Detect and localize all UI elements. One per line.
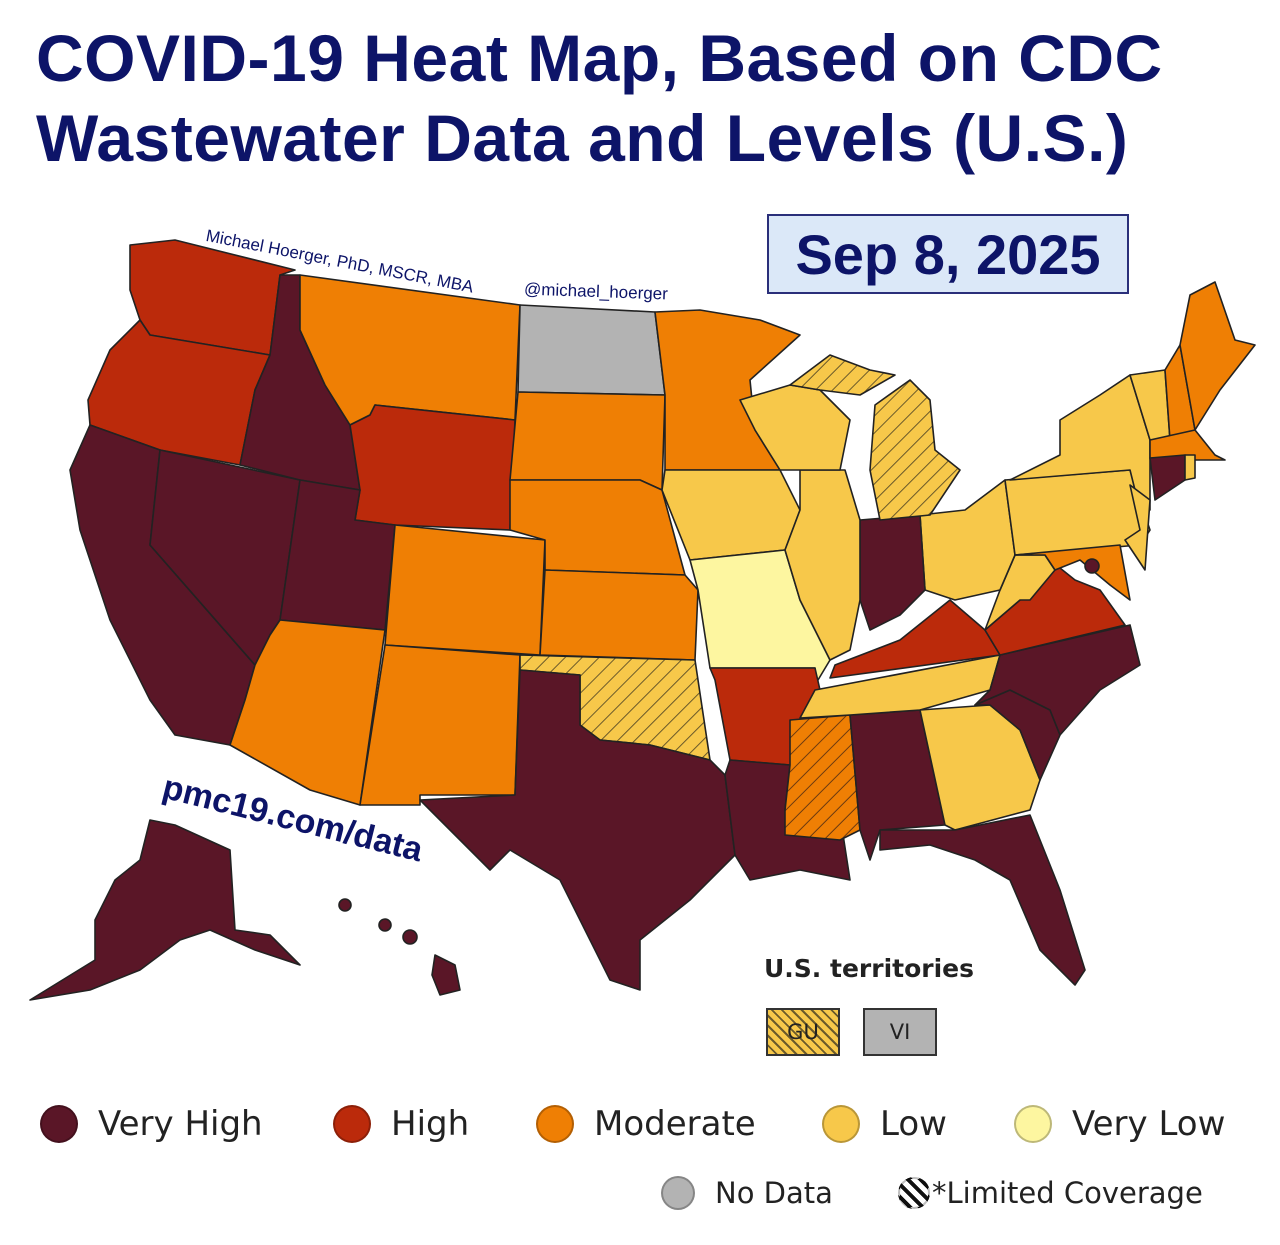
date-badge: Sep 8, 2025: [767, 214, 1129, 294]
legend-high: High: [333, 1104, 469, 1144]
territory-gu: GU: [766, 1008, 840, 1056]
state-oh: [919, 479, 1016, 601]
state-ak: [29, 819, 301, 1001]
title-line-2: Wastewater Data and Levels (U.S.): [36, 101, 1129, 175]
low-swatch-icon: [822, 1105, 860, 1143]
legend-label: Very High: [98, 1104, 263, 1144]
legend-very-low: Very Low: [1014, 1104, 1225, 1144]
hawaii-island: [338, 898, 352, 912]
no-data-swatch-icon: [661, 1176, 695, 1210]
high-swatch-icon: [333, 1105, 371, 1143]
state-mi: [869, 379, 961, 521]
legend-label: Low: [880, 1104, 947, 1144]
state-me: [1179, 281, 1256, 431]
legend-low: Low: [822, 1104, 947, 1144]
hatch-swatch-icon: [898, 1177, 930, 1209]
legend-label: No Data: [715, 1176, 833, 1210]
state-tx: [419, 669, 736, 991]
state-miu: [789, 354, 896, 396]
state-nj: [1124, 484, 1151, 571]
hawaii-island: [402, 929, 418, 945]
legend-no-data: No Data: [661, 1176, 833, 1210]
state-co: [384, 524, 546, 656]
state-ms: [784, 714, 861, 841]
very-high-swatch-icon: [40, 1105, 78, 1143]
legend-moderate: Moderate: [536, 1104, 756, 1144]
state-ks: [539, 569, 699, 661]
legend-very-high: Very High: [40, 1104, 263, 1144]
hawaii-island: [378, 918, 392, 932]
state-az: [229, 619, 386, 806]
state-sd: [509, 391, 666, 491]
legend-label: Very Low: [1072, 1104, 1226, 1144]
moderate-swatch-icon: [536, 1105, 574, 1143]
legend-label: Moderate: [594, 1104, 756, 1144]
state-nm: [359, 644, 521, 806]
very-low-swatch-icon: [1014, 1105, 1052, 1143]
state-fl: [879, 814, 1086, 986]
state-nd: [517, 304, 666, 396]
territories-title: U.S. territories: [764, 954, 974, 983]
state-in: [859, 514, 926, 631]
state-wy: [349, 404, 516, 531]
legend-label: High: [391, 1104, 470, 1144]
page-title: COVID-19 Heat Map, Based on CDC Wastewat…: [36, 18, 1163, 178]
state-il: [784, 469, 861, 661]
dc-marker: [1084, 558, 1100, 574]
state-ri: [1184, 454, 1196, 481]
title-line-1: COVID-19 Heat Map, Based on CDC: [36, 21, 1163, 95]
territory-vi: VI: [863, 1008, 937, 1056]
legend-label: *Limited Coverage: [932, 1176, 1203, 1210]
legend-limited-coverage: *Limited Coverage: [898, 1176, 1203, 1210]
state-ia: [661, 469, 801, 561]
state-hi: [431, 954, 461, 996]
state-ct: [1149, 454, 1186, 501]
